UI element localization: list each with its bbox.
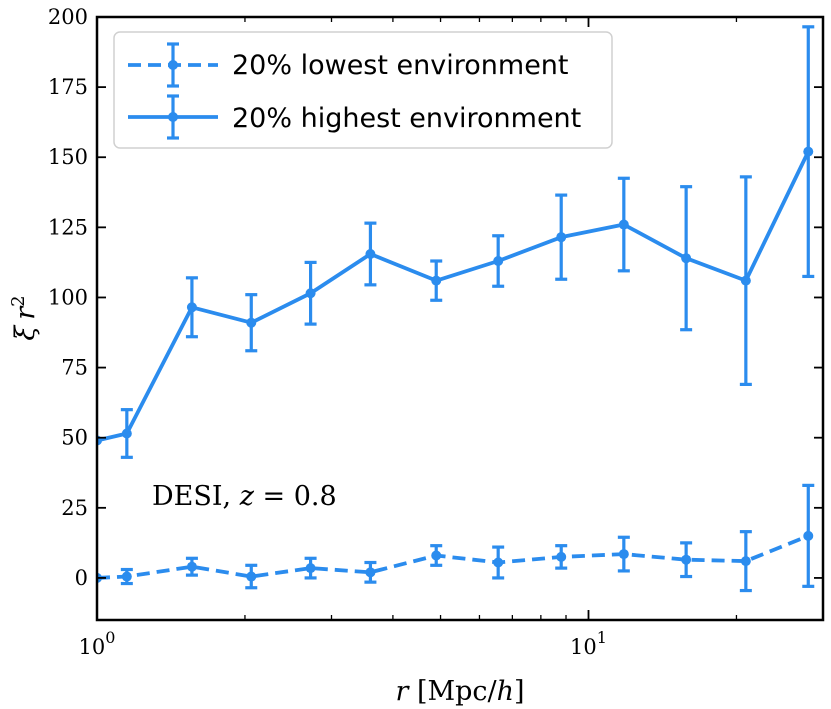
- data-point: [431, 275, 442, 286]
- data-point: [740, 275, 751, 286]
- data-point: [186, 561, 197, 572]
- dataset-annotation: DESI, z = 0.8: [152, 481, 337, 512]
- data-point: [121, 571, 132, 582]
- data-point: [803, 146, 814, 157]
- y-tick-label: 200: [48, 5, 88, 29]
- data-point: [556, 551, 567, 562]
- legend: 20% lowest environment 20% highest envir…: [113, 31, 613, 149]
- x-tick-label: 100: [79, 628, 116, 659]
- data-point: [431, 550, 442, 561]
- x-axis-label: r [Mpc/h]: [395, 676, 524, 707]
- tick-labels: 0 25 50 75 100 125 150 175 200 100 101: [48, 5, 607, 659]
- y-tick-label: 150: [48, 145, 88, 169]
- series-lowest: [97, 483, 815, 593]
- data-point: [493, 256, 504, 267]
- legend-marker-lowest: [128, 42, 218, 88]
- legend-label-highest: 20% highest environment: [232, 103, 581, 134]
- data-point: [186, 302, 197, 313]
- ticks-layer: [96, 16, 823, 620]
- data-point: [246, 317, 257, 328]
- x-tick-label: 101: [570, 628, 607, 659]
- data-point: [305, 288, 316, 299]
- legend-point: [168, 60, 178, 70]
- legend-frame: [113, 31, 613, 149]
- data-point: [618, 549, 629, 560]
- data-point: [803, 530, 814, 541]
- data-point: [493, 557, 504, 568]
- data-point: [121, 428, 132, 439]
- legend-label-lowest: 20% lowest environment: [232, 50, 569, 81]
- series-layer: [97, 25, 815, 593]
- y-tick-label: 125: [48, 215, 88, 239]
- series-highest: [97, 25, 815, 459]
- series-line: [97, 150, 810, 443]
- y-tick-label: 100: [48, 285, 88, 309]
- data-point: [246, 571, 257, 582]
- y-tick-label: 25: [61, 496, 88, 520]
- y-axis-label: ξr2: [8, 295, 41, 340]
- data-point: [681, 253, 692, 264]
- data-point: [365, 248, 376, 259]
- y-tick-label: 0: [75, 566, 88, 590]
- y-tick-label: 75: [61, 356, 88, 380]
- y-tick-label: 50: [61, 426, 88, 450]
- data-point: [305, 563, 316, 574]
- data-point: [556, 232, 567, 243]
- legend-marker-highest: [128, 94, 218, 140]
- plot-frame: [95, 15, 825, 622]
- data-point: [681, 554, 692, 565]
- series-line: [97, 534, 809, 580]
- data-point: [365, 567, 376, 578]
- data-point: [618, 219, 629, 230]
- legend-point: [168, 112, 178, 122]
- y-tick-label: 175: [48, 75, 88, 99]
- data-point: [740, 556, 751, 567]
